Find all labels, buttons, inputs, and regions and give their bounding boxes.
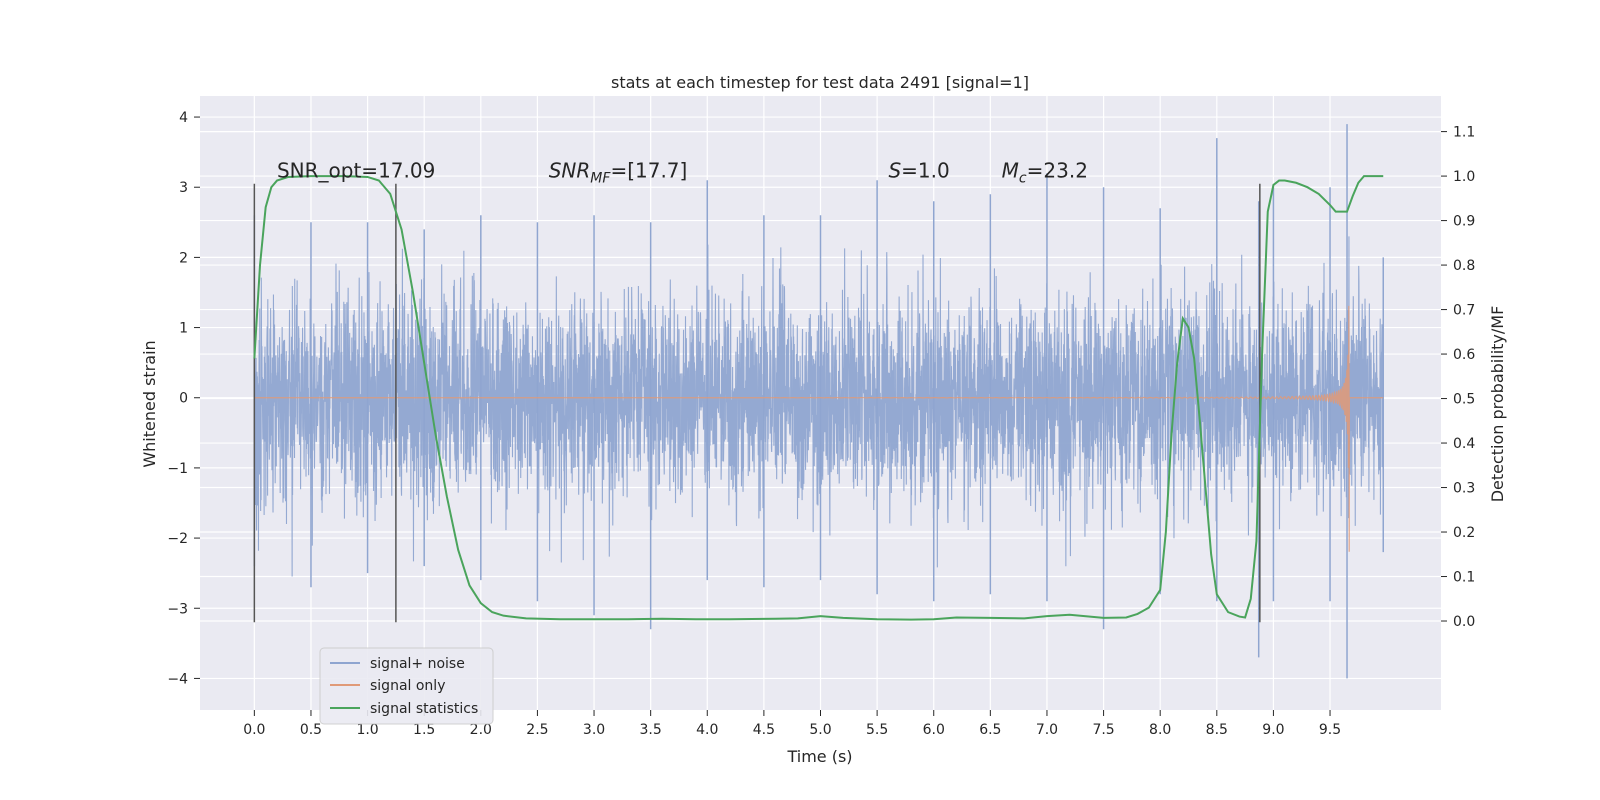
y-left-tick-label-4: 0 xyxy=(179,391,188,407)
y-right-tick-label-0: 0.0 xyxy=(1453,614,1475,630)
series-signal-statistics xyxy=(253,175,1384,621)
x-tick-label-16: 8.0 xyxy=(1149,722,1171,738)
x-tick-label-8: 4.0 xyxy=(696,722,718,738)
y-right-tick-label-5: 0.5 xyxy=(1453,392,1475,408)
y-left-tick-label-6: 2 xyxy=(179,250,188,266)
x-tick-label-7: 3.5 xyxy=(640,722,662,738)
y-left-tick-label-3: −1 xyxy=(167,461,188,477)
y-right-tick-label-1: 0.1 xyxy=(1453,570,1475,586)
y-left-tick-label-0: −4 xyxy=(167,671,188,687)
x-axis-ticks: 0.0 0.5 1.0 1.5 2.0 2.5 3.0 3.5 4.0 4.5 5.0 5.5 6.0 6… xyxy=(243,710,1341,738)
series-signal-only xyxy=(254,305,1384,552)
y-right-tick-label-2: 0.2 xyxy=(1453,525,1475,541)
chart-title: stats at each timestep for test data 249… xyxy=(611,73,1029,92)
y-right-tick-label-6: 0.6 xyxy=(1453,347,1475,363)
x-tick-label-1: 0.5 xyxy=(300,722,322,738)
x-tick-label-6: 3.0 xyxy=(583,722,605,738)
x-tick-label-14: 7.0 xyxy=(1036,722,1058,738)
signal-only-line xyxy=(254,305,1384,552)
x-tick-label-5: 2.5 xyxy=(526,722,548,738)
series-signal-noise xyxy=(253,124,1385,679)
y-left-tick-label-7: 3 xyxy=(179,180,188,196)
legend-label-signal-noise: signal+ noise xyxy=(370,656,465,672)
signal-noise-line xyxy=(253,236,1384,577)
y-right-tick-label-7: 0.7 xyxy=(1453,303,1475,319)
x-tick-label-0: 0.0 xyxy=(243,722,265,738)
x-tick-label-2: 1.0 xyxy=(356,722,378,738)
y-right-tick-label-11: 1.1 xyxy=(1453,125,1475,141)
y-right-tick-label-9: 0.9 xyxy=(1453,214,1475,230)
y-right-tick-label-8: 0.8 xyxy=(1453,258,1475,274)
annotation-s-value: S=1.0 xyxy=(888,159,949,183)
x-tick-label-17: 8.5 xyxy=(1206,722,1228,738)
y-left-tick-label-2: −2 xyxy=(167,531,188,547)
legend-label-signal-only: signal only xyxy=(370,678,445,694)
x-tick-label-19: 9.5 xyxy=(1319,722,1341,738)
x-tick-label-3: 1.5 xyxy=(413,722,435,738)
annotation-mc-value: Mc=23.2 xyxy=(1002,159,1088,187)
x-tick-label-18: 9.0 xyxy=(1262,722,1284,738)
y-left-axis-label: Whitened strain xyxy=(140,340,159,467)
annotations: SNR_opt=17.09 SNRMF=[17.7] S=1.0 Mc=23.2 xyxy=(277,159,1088,187)
x-tick-label-10: 5.0 xyxy=(809,722,831,738)
y-right-axis-label: Detection probability/MF xyxy=(1488,306,1507,503)
legend-box xyxy=(319,647,494,725)
y-left-tick-label-5: 1 xyxy=(179,321,188,337)
x-tick-label-15: 7.5 xyxy=(1092,722,1114,738)
y-left-axis-ticks: −4 −3 −2 −1 0 1 2 3 4 xyxy=(167,110,200,687)
y-right-tick-label-10: 1.0 xyxy=(1453,169,1475,185)
legend: signal+ noise signal only signal statist… xyxy=(319,647,494,725)
x-tick-label-11: 5.5 xyxy=(866,722,888,738)
x-tick-label-13: 6.5 xyxy=(979,722,1001,738)
signal-statistics-line xyxy=(253,175,1384,621)
y-right-tick-label-3: 0.3 xyxy=(1453,481,1475,497)
x-tick-label-12: 6.0 xyxy=(923,722,945,738)
x-axis-label: Time (s) xyxy=(786,747,852,766)
y-right-tick-label-4: 0.4 xyxy=(1453,436,1475,452)
y-right-axis-ticks: 0.0 0.1 0.2 0.3 0.4 0.5 0.6 0.7 0.8 0.9 1.0 1.1 xyxy=(1441,125,1475,630)
legend-label-signal-statistics: signal statistics xyxy=(370,701,478,717)
x-tick-label-4: 2.0 xyxy=(470,722,492,738)
x-tick-label-9: 4.5 xyxy=(753,722,775,738)
y-left-tick-label-1: −3 xyxy=(167,601,188,617)
annotation-snr-opt: SNR_opt=17.09 xyxy=(277,159,435,183)
annotation-snr-mf: SNRMF=[17.7] xyxy=(549,159,688,187)
y-left-tick-label-8: 4 xyxy=(179,110,188,126)
